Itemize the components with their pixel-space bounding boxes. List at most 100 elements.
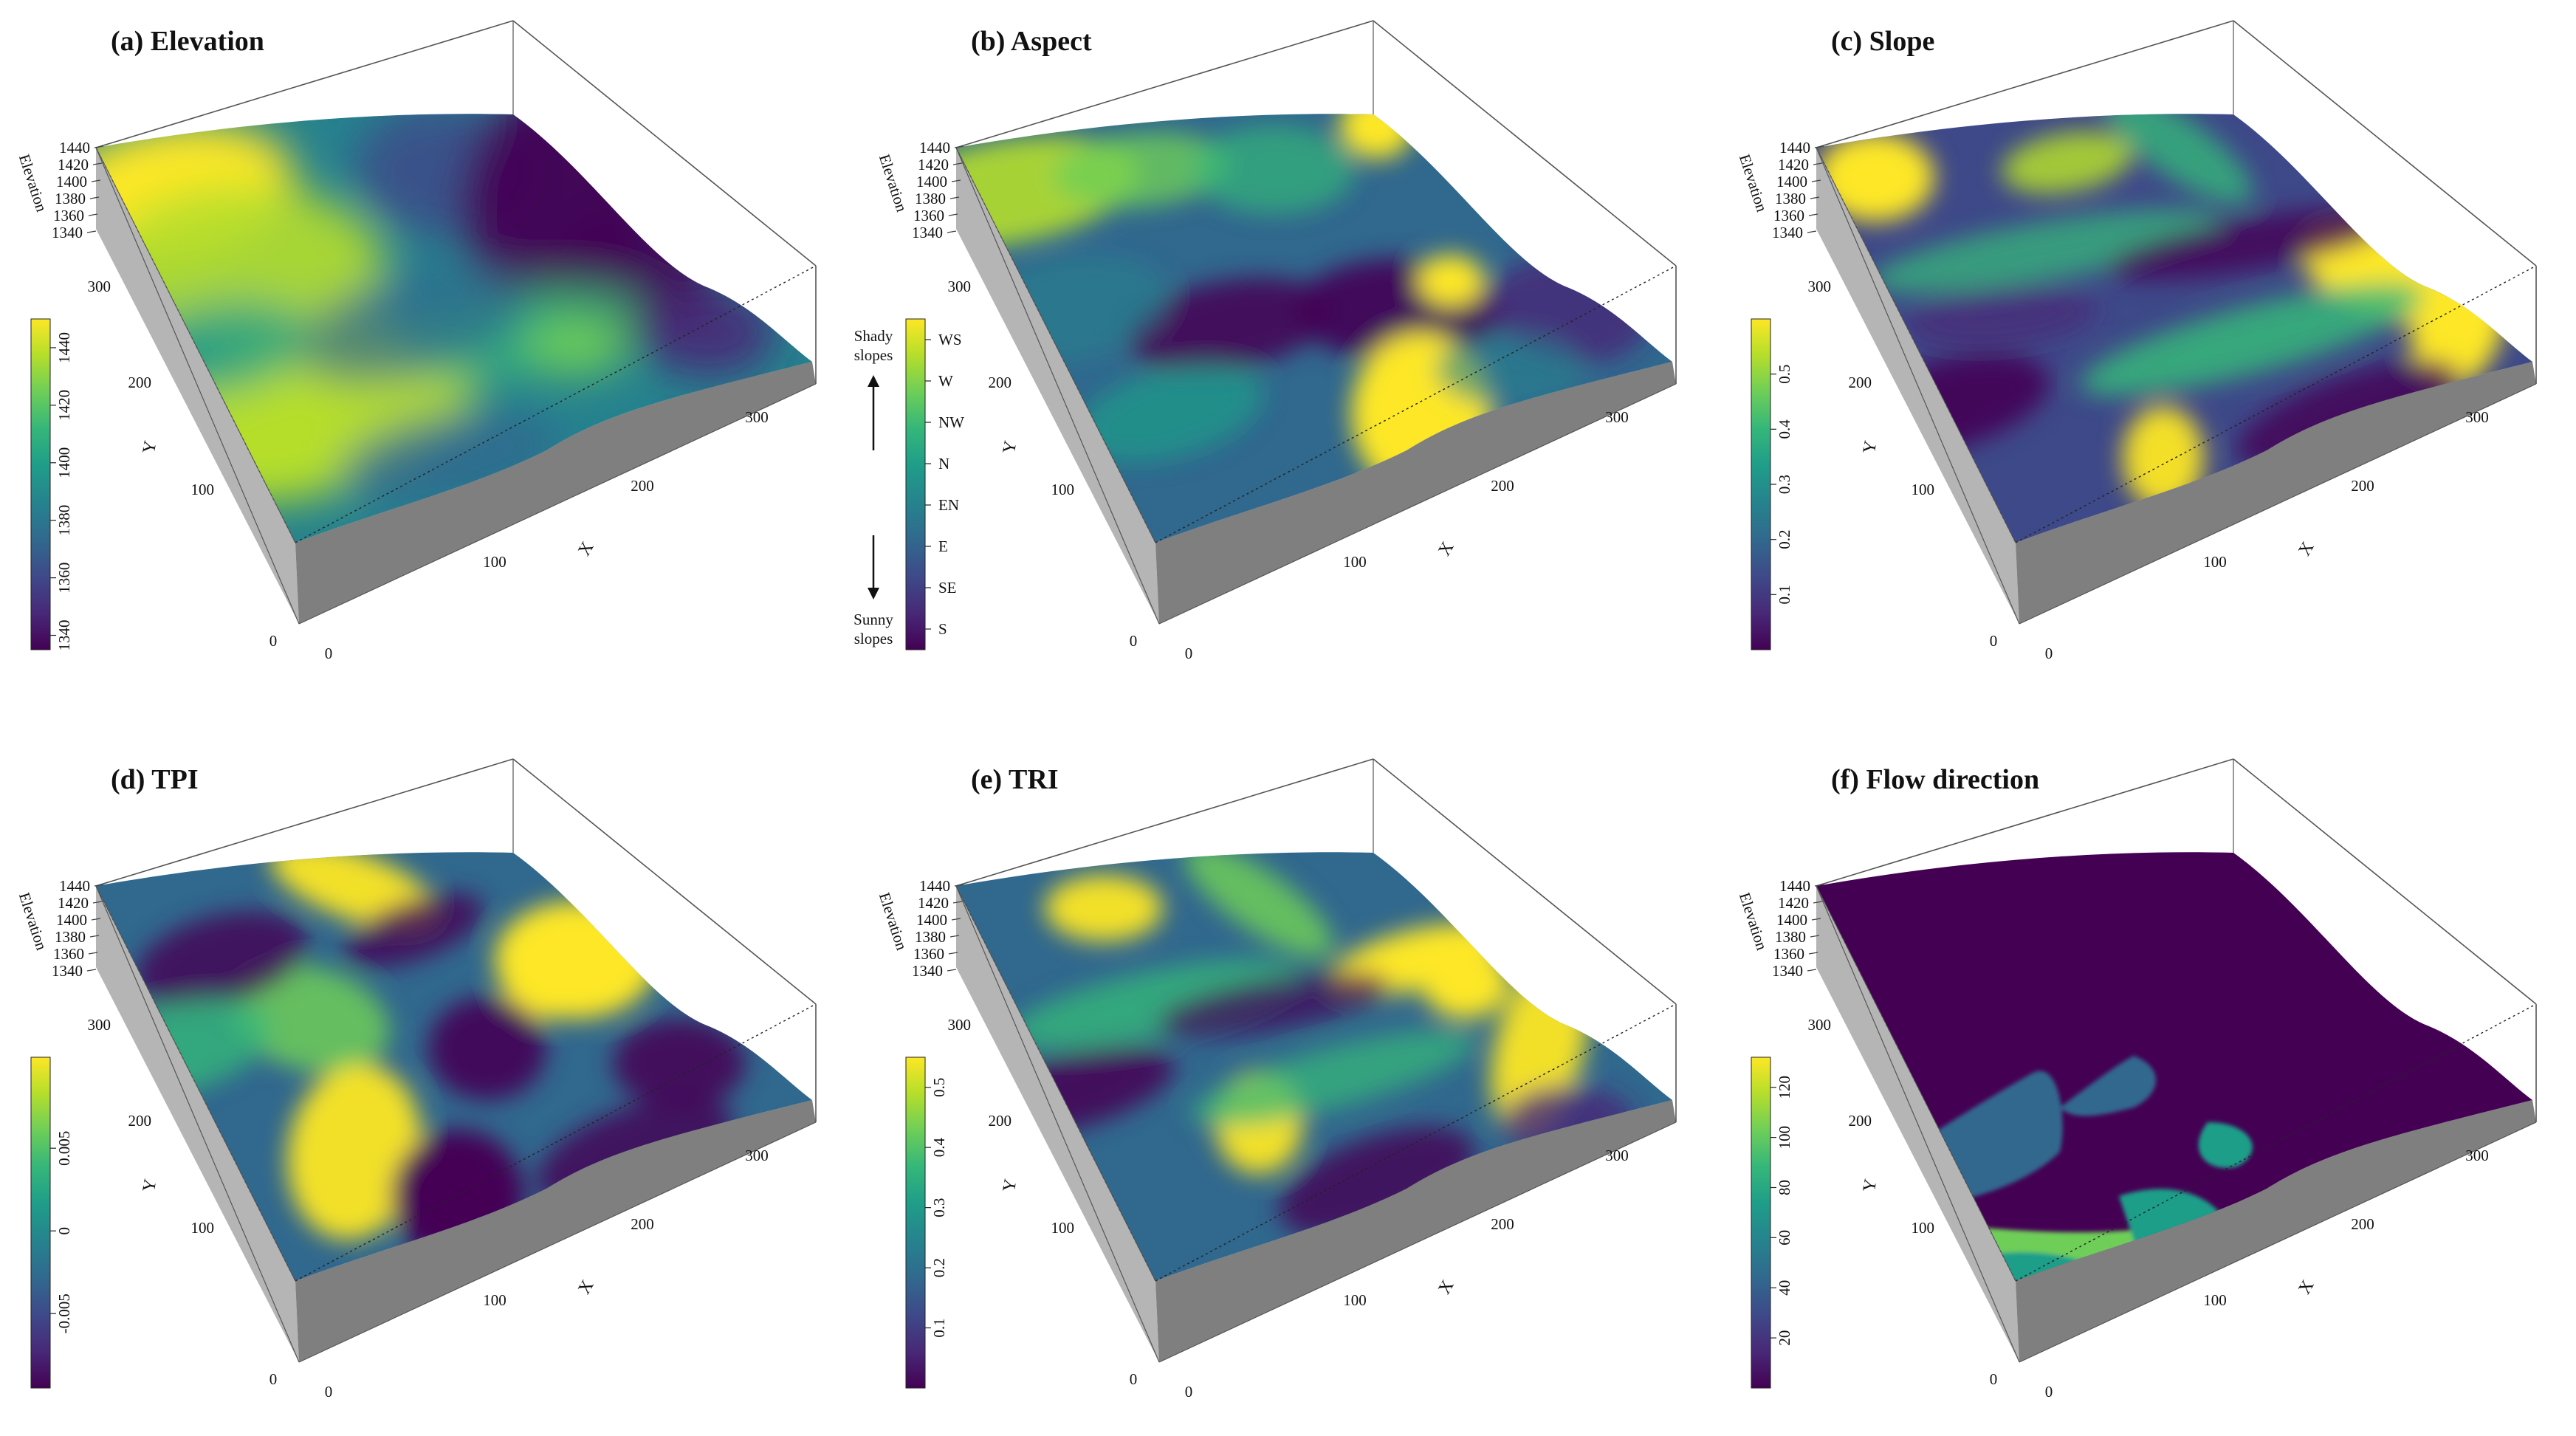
surface-patch	[502, 945, 591, 1019]
z-tick	[86, 969, 97, 972]
z-tick	[1813, 901, 1823, 904]
box-edge	[2019, 383, 2537, 625]
y-tick-label: 100	[191, 481, 215, 498]
x-axis-label: X	[2295, 538, 2318, 559]
surface-patch	[1340, 114, 1414, 159]
z-tick-label: 1400	[1776, 911, 1807, 929]
x-tick-label: 300	[2465, 408, 2489, 426]
panel-title: (a) Elevation	[111, 26, 264, 57]
box-edge	[1373, 758, 1677, 1005]
y-tick-label: 100	[1051, 1219, 1075, 1237]
surface-front-side	[295, 362, 816, 624]
x-tick-label: 300	[745, 1147, 769, 1164]
colorbar-tick-label: 1340	[55, 620, 73, 651]
x-tick-label: 0	[1185, 1383, 1193, 1401]
surface-patch	[1421, 945, 1510, 1019]
surface-patch	[1157, 971, 1390, 1037]
colorbar: 20 40 60 80 100 120	[1751, 1057, 1793, 1389]
y-tick-label: 300	[88, 278, 111, 295]
x-tick-label: 200	[2351, 477, 2374, 495]
sunny-label: Sunny	[853, 611, 893, 628]
z-tick	[1808, 213, 1818, 216]
y-tick-label: 0	[1130, 1370, 1138, 1388]
z-tick	[92, 162, 103, 165]
z-tick-label: 1340	[912, 224, 943, 241]
surface-patch	[2002, 131, 2133, 194]
z-tick-label: 1400	[1776, 173, 1807, 190]
z-tick-label: 1380	[55, 190, 86, 207]
y-axis-label: Y	[140, 1178, 161, 1194]
surface-patch	[1189, 1030, 1476, 1126]
surface-front-side	[1155, 1100, 1676, 1362]
surface-patch	[1184, 852, 1333, 958]
y-tick-label: 200	[1849, 1112, 1872, 1130]
z-tick	[954, 145, 964, 148]
surface-front-side	[2016, 362, 2536, 624]
colorbar-tick-label: 0.1	[930, 1318, 948, 1337]
surface-patch	[1127, 278, 1332, 372]
colorbar-tick-label: 20	[1776, 1330, 1793, 1346]
box-edge	[955, 20, 1374, 148]
y-tick-label: 0	[1130, 632, 1138, 650]
box-edge	[1816, 147, 2020, 625]
surface-patch	[1418, 255, 1484, 306]
surface-patch	[135, 911, 308, 1009]
z-tick	[947, 969, 957, 972]
x-axis-label: X	[2295, 1277, 2318, 1297]
y-axis-label: Y	[1000, 439, 1021, 456]
panel-5: (e) TRI 144014201400138013601340Elevation…	[876, 758, 1677, 1401]
colorbar-tick-label: 40	[1776, 1280, 1793, 1296]
box-edge	[1816, 147, 2016, 543]
x-tick-label: 300	[745, 408, 769, 426]
colorbar-tick-label: 0.005	[55, 1131, 73, 1166]
box-edge	[95, 20, 514, 148]
y-tick-label: 300	[1808, 1016, 1832, 1034]
box-edge	[95, 147, 300, 625]
z-tick-label: 1340	[52, 224, 83, 241]
surface-patch	[2103, 114, 2253, 205]
y-tick-label: 100	[1051, 481, 1075, 498]
down-arrow-head	[868, 588, 879, 600]
y-tick-label: 100	[1912, 481, 1935, 498]
colorbar-tick-label: 0.1	[1776, 585, 1793, 604]
z-axis-label: Elevation	[1736, 152, 1771, 214]
x-tick-label: 0	[1185, 645, 1193, 662]
y-tick-label: 200	[128, 374, 152, 391]
panel-4: (d) TPI 144014201400138013601340Elevation…	[16, 758, 817, 1401]
colorbar-tick-label: SE	[938, 579, 957, 597]
surface-patch	[1870, 208, 2220, 294]
z-tick	[1813, 162, 1823, 165]
colorbar-gradient	[1751, 318, 1771, 650]
panel-title: (f) Flow direction	[1831, 764, 2039, 795]
colorbar-tick-label: 0.4	[930, 1138, 948, 1158]
colorbar-gradient	[905, 1057, 926, 1389]
box-edge	[1816, 20, 2234, 148]
surface-patch	[1192, 126, 1355, 214]
colorbar-tick-label: 0	[55, 1227, 73, 1235]
box-edge	[2233, 758, 2537, 1005]
z-tick-label: 1420	[1778, 894, 1809, 912]
y-axis-label: Y	[1000, 1178, 1021, 1194]
surface-patch	[1011, 959, 1300, 1049]
surface-front-side	[1155, 362, 1676, 624]
box-edge	[512, 20, 817, 267]
z-tick-label: 1440	[919, 139, 950, 157]
box-dotted-edge	[295, 1003, 817, 1282]
y-axis-label: Y	[140, 439, 161, 456]
x-tick-label: 100	[483, 553, 506, 571]
colorbar-tick-label: -0.005	[55, 1294, 73, 1333]
z-tick-label: 1380	[915, 928, 946, 946]
colorbar-tick-label: 0.4	[1776, 419, 1793, 439]
z-tick	[88, 952, 98, 955]
z-tick	[1811, 179, 1821, 182]
z-axis-label: Elevation	[16, 890, 51, 952]
z-tick-label: 1380	[55, 928, 86, 946]
y-tick-label: 200	[989, 374, 1012, 391]
z-tick-label: 1360	[913, 945, 944, 963]
surface	[96, 852, 812, 1281]
panel-title: (d) TPI	[111, 764, 199, 795]
y-axis-label: Y	[1860, 439, 1881, 456]
box-edge	[955, 885, 1156, 1282]
colorbar-tick-label: EN	[938, 496, 959, 514]
colorbar: -0.005 0 0.005	[30, 1057, 73, 1389]
